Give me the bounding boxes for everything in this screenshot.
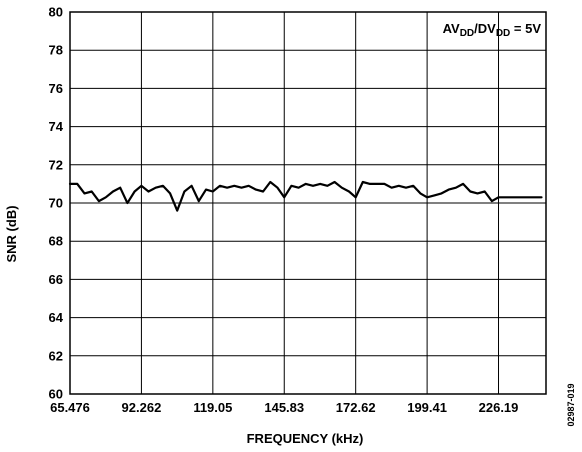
supply-voltage-annotation: AVDD/DVDD = 5V [443, 21, 542, 39]
x-tick-label: 65.476 [50, 400, 90, 415]
x-axis-label: FREQUENCY (kHz) [247, 431, 364, 446]
x-tick-label: 145.83 [264, 400, 304, 415]
y-tick-label: 66 [49, 272, 63, 287]
x-tick-label: 199.41 [407, 400, 447, 415]
y-tick-label: 80 [49, 5, 63, 20]
x-tick-labels: 65.476 92.262 119.05 145.83 172.62 199.41 226.… [50, 400, 518, 415]
y-tick-label: 60 [49, 387, 63, 402]
y-axis-label: SNR (dB) [4, 205, 19, 262]
y-tick-label: 68 [49, 234, 63, 249]
y-tick-label: 62 [49, 348, 63, 363]
x-tick-label: 92.262 [122, 400, 162, 415]
annotation-part: = 5V [510, 21, 541, 36]
annotation-part: /DV [474, 21, 496, 36]
y-tick-label: 74 [49, 119, 64, 134]
y-tick-label: 78 [49, 43, 63, 58]
annotation-subscript: DD [460, 28, 474, 39]
figure-id: 02987-019 [566, 383, 576, 426]
y-tick-label: 72 [49, 157, 63, 172]
y-tick-label: 76 [49, 81, 63, 96]
y-tick-labels: 60 62 64 66 68 70 72 74 76 78 80 [49, 5, 64, 402]
x-tick-label: 172.62 [336, 400, 376, 415]
annotation-subscript: DD [496, 28, 510, 39]
series-layer [68, 180, 543, 212]
plot-frame [69, 11, 547, 395]
y-tick-label: 64 [49, 310, 64, 325]
x-tick-label: 226.19 [479, 400, 519, 415]
snr-series-line [68, 180, 543, 212]
grid-lines [70, 12, 546, 394]
annotation-part: AV [443, 21, 460, 36]
y-tick-label: 70 [49, 196, 63, 211]
x-tick-label: 119.05 [193, 400, 232, 415]
